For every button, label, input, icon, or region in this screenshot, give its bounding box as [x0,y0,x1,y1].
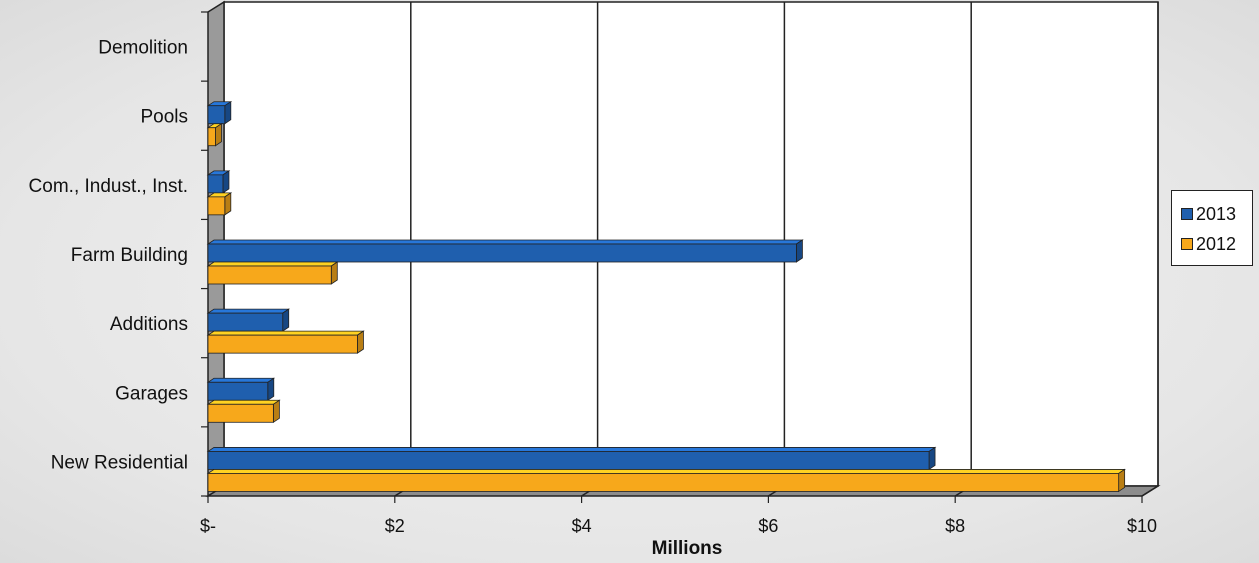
x-axis-title: Millions [652,538,723,559]
bar-top [206,261,339,267]
category-label: Garages [115,383,188,404]
bar-front [207,473,1120,492]
x-tick-label: $6 [758,516,778,536]
bar-end [357,330,364,354]
bar-end [330,261,338,285]
category-label: Com., Indust., Inst. [29,176,188,197]
category-label: Demolition [98,38,188,59]
bar-top [206,447,937,452]
bar-end [267,377,275,402]
gridline-floor [1141,485,1159,497]
bar-2013 [206,308,291,332]
bar-2013 [206,100,233,125]
bar-front [207,174,224,194]
bar-end [282,308,290,332]
bar-2013 [206,377,276,402]
bar-front [207,105,226,125]
legend-item-2013: 2013 [1181,199,1252,229]
category-label: Pools [140,107,188,128]
bar-top [206,330,365,336]
bar-front [207,381,269,401]
bar-top [206,239,804,245]
bar-top [206,469,1126,474]
bar-2012 [206,468,1126,493]
bar-end [272,399,280,424]
legend-item-2012: 2012 [1181,229,1252,259]
bar-2012 [206,261,339,285]
bar-front [207,312,284,332]
bar-end [224,100,232,125]
bars [206,100,1126,493]
bar-2012 [206,122,223,147]
legend-label-2012: 2012 [1196,233,1237,254]
bar-front [207,403,274,423]
category-label: Farm Building [71,245,188,266]
category-label: New Residential [51,452,188,473]
x-tick-label: $4 [572,516,592,536]
bar-front [207,334,358,354]
bar-2013 [206,446,937,471]
x-tick-label: $2 [385,516,405,536]
bar-end [215,122,222,147]
legend-label-2013: 2013 [1196,203,1237,224]
bar-front [207,451,930,470]
x-tick-label: $8 [945,516,965,536]
legend: 2013 2012 [1171,190,1253,266]
bar-end [796,239,803,263]
legend-swatch-2013 [1181,208,1193,220]
bar-top [206,377,276,383]
bar-front [207,127,216,147]
bar-end [224,192,232,216]
x-tick-label: $10 [1127,516,1157,536]
x-tick-labels: $- $2 $4 $6 $8 $10 [200,516,1157,536]
bar-2013 [206,239,804,263]
bar-front [207,196,226,216]
bar-top [206,399,281,405]
bar-end [222,170,230,194]
bar-2013 [206,170,231,194]
x-tick-label: $- [200,516,216,536]
bar-2012 [206,192,233,216]
category-labels: Demolition Pools Com., Indust., Inst. Farm … [29,38,188,474]
legend-swatch-2012 [1181,238,1193,250]
bar-end [1118,468,1126,493]
bar-end [928,446,936,471]
bar-top [206,308,291,314]
bar-2012 [206,399,281,424]
bar-2012 [206,330,365,354]
category-label: Additions [110,314,188,335]
bar-front [207,265,332,285]
bar-front [207,243,797,263]
